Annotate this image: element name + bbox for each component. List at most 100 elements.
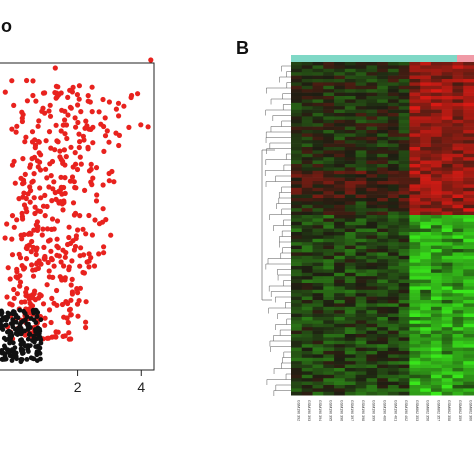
heatmap-cell bbox=[420, 82, 432, 87]
heatmap-cell bbox=[355, 109, 367, 114]
heatmap-cell bbox=[420, 89, 432, 93]
heatmap-cell bbox=[430, 238, 443, 243]
heatmap-cell bbox=[334, 320, 346, 325]
heatmap-cell bbox=[301, 187, 313, 192]
heatmap-cell bbox=[344, 116, 356, 121]
heatmap-cell bbox=[344, 378, 356, 382]
data-point-significant bbox=[93, 198, 100, 204]
data-point-significant bbox=[59, 107, 65, 113]
heatmap-cell bbox=[355, 191, 367, 195]
heatmap-cell bbox=[344, 276, 356, 280]
heatmap-cell bbox=[398, 160, 410, 165]
heatmap-cell bbox=[301, 327, 313, 331]
heatmap-cell bbox=[441, 296, 453, 301]
heatmap-cell bbox=[377, 140, 389, 144]
heatmap-cell bbox=[344, 289, 356, 294]
heatmap-cell bbox=[344, 388, 356, 393]
heatmap-cell bbox=[355, 364, 367, 369]
heatmap-cell bbox=[323, 306, 335, 311]
heatmap-cell bbox=[301, 157, 313, 161]
heatmap-cell bbox=[387, 283, 400, 287]
heatmap-cell bbox=[463, 381, 474, 386]
heatmap-cell bbox=[301, 85, 313, 90]
heatmap-cell bbox=[323, 262, 335, 267]
heatmap-cell bbox=[344, 344, 356, 348]
heatmap-cell bbox=[430, 130, 443, 134]
heatmap-cell bbox=[334, 160, 346, 165]
data-point-significant bbox=[88, 126, 94, 132]
heatmap-cell bbox=[409, 191, 421, 195]
heatmap-cell bbox=[452, 181, 464, 185]
data-point-significant bbox=[72, 115, 78, 121]
heatmap-cell bbox=[366, 249, 378, 253]
heatmap-cell bbox=[366, 113, 378, 117]
data-point-significant bbox=[32, 137, 38, 143]
heatmap-cell bbox=[430, 62, 443, 66]
heatmap-cell bbox=[377, 228, 389, 233]
data-point-significant bbox=[74, 286, 80, 292]
data-point-significant bbox=[5, 265, 11, 271]
data-point-significant bbox=[72, 150, 78, 156]
heatmap-cell bbox=[420, 279, 432, 284]
heatmap-cell bbox=[377, 191, 389, 195]
heatmap-cell bbox=[452, 354, 464, 359]
heatmap-cell bbox=[312, 167, 324, 172]
heatmap-cell bbox=[387, 235, 400, 240]
data-point-significant bbox=[30, 273, 37, 279]
heatmap-cell bbox=[301, 89, 313, 93]
heatmap-cell bbox=[355, 89, 367, 93]
heatmap-cell bbox=[387, 347, 400, 352]
data-point bbox=[10, 317, 16, 323]
heatmap-cell bbox=[323, 296, 335, 301]
sample-label: GSM190 400 bbox=[383, 400, 387, 421]
heatmap-cell bbox=[430, 150, 443, 155]
heatmap-cell bbox=[452, 191, 464, 195]
heatmap-cell bbox=[323, 368, 335, 372]
heatmap-cell bbox=[452, 170, 464, 175]
heatmap-cell bbox=[334, 147, 346, 151]
heatmap-cell bbox=[463, 235, 474, 240]
data-point-significant bbox=[46, 184, 52, 190]
heatmap-cell bbox=[463, 221, 474, 226]
heatmap-cell bbox=[441, 347, 453, 352]
heatmap-cell bbox=[366, 143, 378, 148]
heatmap-cell bbox=[323, 327, 335, 331]
heatmap-cell bbox=[463, 262, 474, 267]
heatmap-cell bbox=[377, 327, 389, 331]
heatmap-cell bbox=[387, 228, 400, 233]
heatmap-cell bbox=[430, 106, 443, 110]
data-point-significant bbox=[66, 224, 72, 230]
heatmap-cell bbox=[312, 92, 324, 97]
heatmap-cell bbox=[355, 259, 367, 263]
heatmap-cell bbox=[441, 126, 453, 131]
data-point-significant bbox=[23, 293, 29, 299]
heatmap-cell bbox=[463, 92, 474, 97]
heatmap-cell bbox=[430, 262, 443, 267]
heatmap-cell bbox=[398, 153, 410, 158]
data-point-significant bbox=[70, 84, 76, 90]
heatmap-cell bbox=[463, 126, 474, 131]
heatmap-cell bbox=[291, 242, 303, 246]
heatmap-cell bbox=[463, 157, 474, 161]
heatmap-cell bbox=[420, 92, 432, 97]
heatmap-cell bbox=[291, 323, 303, 328]
heatmap-cell bbox=[355, 272, 367, 277]
heatmap-cell bbox=[344, 286, 356, 291]
heatmap-cell bbox=[366, 232, 378, 236]
heatmap-cell bbox=[366, 92, 378, 97]
heatmap-cell bbox=[409, 310, 421, 314]
heatmap-cell bbox=[430, 68, 443, 73]
heatmap-cell bbox=[323, 89, 335, 93]
heatmap-cell bbox=[409, 113, 421, 117]
heatmap-cell bbox=[291, 259, 303, 263]
heatmap-cell bbox=[291, 184, 303, 189]
heatmap-cell bbox=[366, 340, 378, 345]
heatmap-cell bbox=[398, 317, 410, 321]
heatmap-cell bbox=[334, 65, 346, 70]
heatmap-cell bbox=[344, 238, 356, 243]
heatmap-cell bbox=[355, 102, 367, 107]
heatmap-cell bbox=[463, 276, 474, 280]
heatmap-cell bbox=[430, 374, 443, 379]
heatmap-cell bbox=[463, 204, 474, 209]
heatmap-cell bbox=[377, 92, 389, 97]
